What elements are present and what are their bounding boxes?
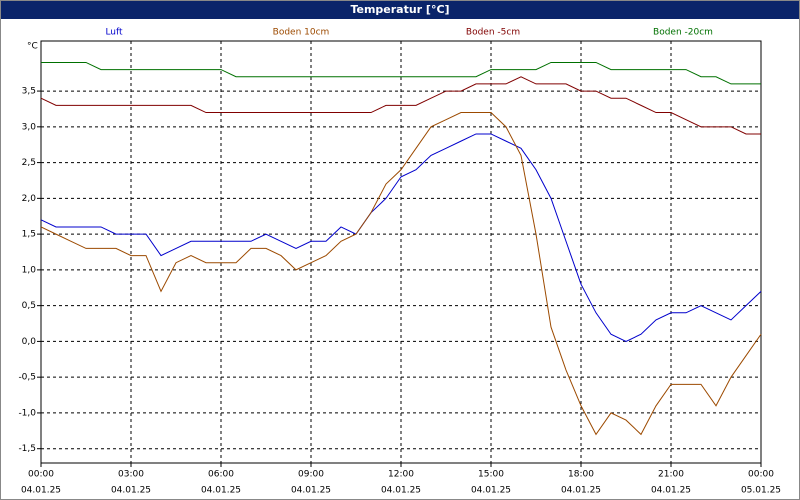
y-tick-label: -0,5 — [18, 373, 36, 383]
series-line — [40, 76, 761, 135]
x-tick-date: 04.01.25 — [21, 486, 61, 496]
x-tick-label: 18:00 — [568, 470, 594, 480]
x-tick-date: 04.01.25 — [471, 486, 511, 496]
y-tick-label: 2,0 — [22, 194, 37, 204]
series-line — [40, 133, 762, 342]
x-tick-label: 00:00 — [28, 470, 54, 480]
x-tick-date: 04.01.25 — [291, 486, 331, 496]
x-tick-date: 04.01.25 — [651, 486, 691, 496]
y-tick-label: 3,5 — [22, 87, 36, 97]
legend-entry: Boden 10cm — [273, 28, 330, 38]
y-tick-label: -1,5 — [18, 444, 36, 454]
x-tick-date: 04.01.25 — [201, 486, 241, 496]
y-tick-label: 2,5 — [22, 158, 36, 168]
y-tick-label: -1,0 — [18, 408, 36, 418]
y-tick-label: 3,0 — [22, 122, 37, 132]
y-tick-label: 1,0 — [22, 265, 37, 275]
y-unit: °C — [27, 42, 38, 52]
x-tick-label: 12:00 — [388, 470, 414, 480]
x-tick-date: 04.01.25 — [111, 486, 151, 496]
y-tick-label: 0,5 — [22, 301, 36, 311]
series-line — [41, 61, 761, 85]
y-tick-label: 0,0 — [22, 337, 37, 347]
x-tick-date: 04.01.25 — [561, 486, 601, 496]
x-tick-label: 15:00 — [478, 470, 504, 480]
series-line — [40, 112, 762, 436]
chart: °C -1,5 -1,0 -0,5 0,0 0,5 1,0 1,5 2,0 2,5 3,0 3,5 0… — [18, 28, 781, 496]
x-tick-label: 06:00 — [208, 470, 234, 480]
x-tick-label: 03:00 — [118, 470, 144, 480]
x-tick-date: 05.01.25 — [741, 486, 781, 496]
y-tick-label: 1,5 — [22, 230, 36, 240]
legend-entry: Boden -5cm — [466, 28, 520, 38]
x-tick-date: 04.01.25 — [381, 486, 421, 496]
x-tick-label: 21:00 — [658, 470, 684, 480]
window-title: Temperatur [°C] — [1, 1, 799, 19]
x-tick-label: 00:00 — [748, 470, 774, 480]
legend-entry: Boden -20cm — [653, 28, 713, 38]
legend-entry: Luft — [105, 28, 123, 38]
x-tick-label: 09:00 — [298, 470, 324, 480]
